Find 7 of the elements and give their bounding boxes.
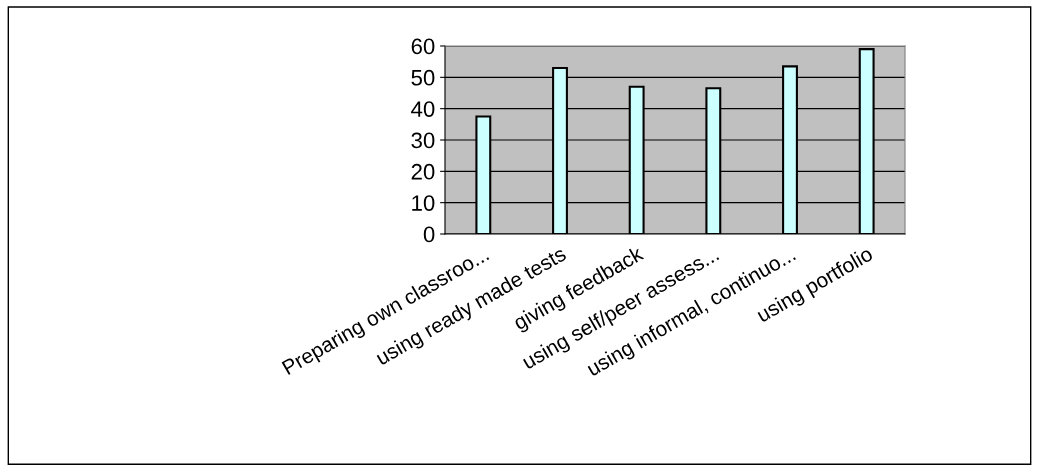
y-tick-label: 20 bbox=[411, 163, 435, 180]
y-tick-label: 50 bbox=[411, 69, 435, 86]
y-tick-label: 40 bbox=[411, 101, 435, 117]
y-tick-label: 10 bbox=[412, 195, 435, 211]
y-tick-label: 30 bbox=[411, 132, 435, 149]
y-tick-label: 60 bbox=[411, 38, 435, 55]
y-tick-label: 0 bbox=[423, 226, 435, 243]
